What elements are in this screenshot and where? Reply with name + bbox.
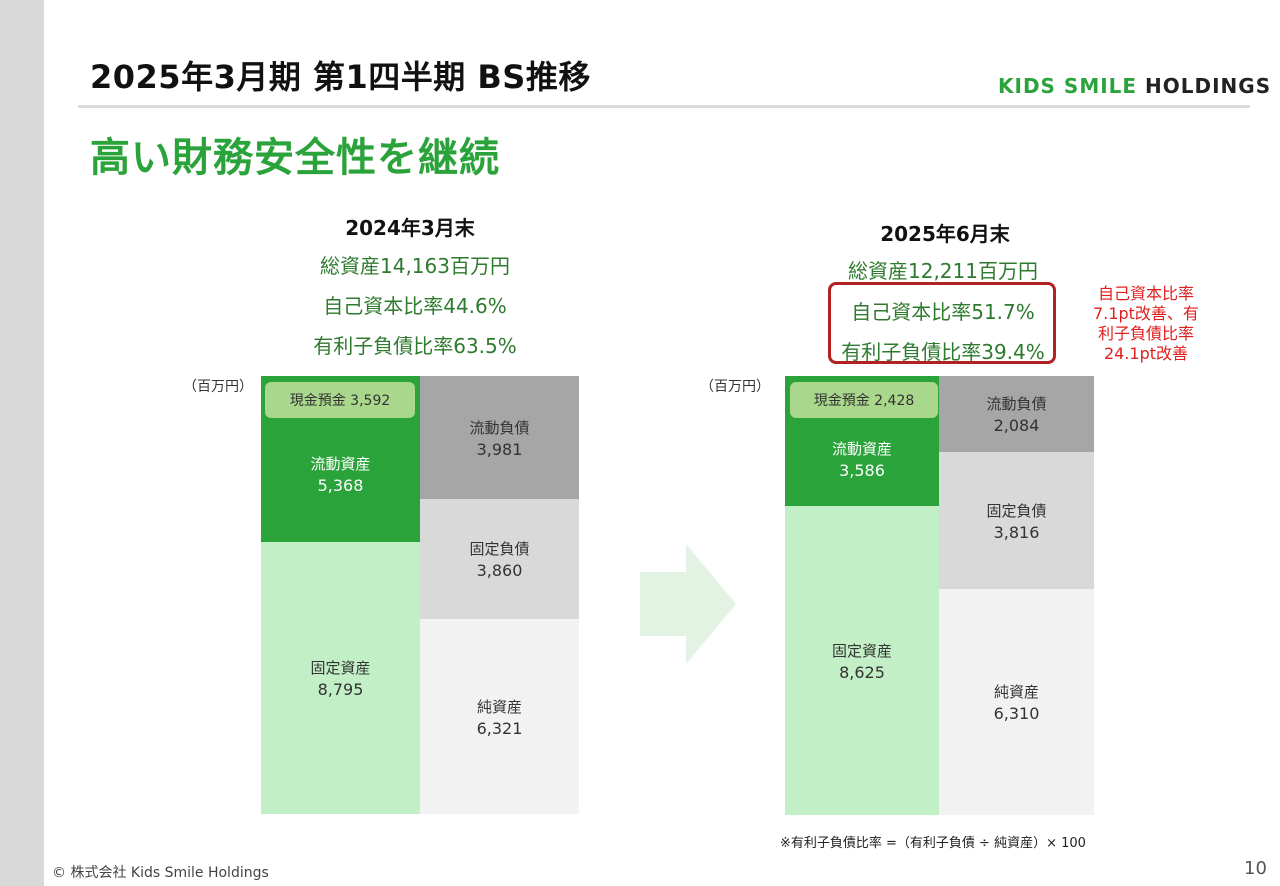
right-fixed-assets-label: 固定資産 [831,641,892,660]
right-fixed-liabilities-value: 3,816 [993,522,1040,542]
transition-arrow-icon [640,544,736,664]
ratio-highlight-box [828,282,1056,364]
left-current-assets-value: 5,368 [317,476,364,495]
left-current-liabilities: 流動負債 3,981 [420,376,579,499]
improvement-note: 自己資本比率 7.1pt改善、有 利子負債比率 24.1pt改善 [1080,284,1212,364]
improvement-note-line: 自己資本比率 [1097,284,1194,303]
left-current-assets-label: 流動資産 [310,455,371,473]
left-fixed-assets-value: 8,795 [317,680,364,699]
right-fixed-liabilities: 固定負債 3,816 [939,452,1094,589]
left-net-assets-value: 6,321 [476,718,523,738]
right-debt-ratio: 有利子負債比率39.4% [841,340,1045,364]
left-cash-pill: 現金預金 3,592 [265,382,415,418]
right-current-liabilities-value: 2,084 [993,416,1040,435]
left-total-assets: 総資産14,163百万円 [320,254,510,278]
side-stripe [0,0,44,886]
right-current-liabilities-label: 流動負債 [986,395,1047,413]
page-title: 2025年3月期 第1四半期 BS推移 [90,58,591,96]
company-logo: KIDS SMILE HOLDINGS [998,74,1271,98]
right-current-liabilities: 流動負債 2,084 [939,376,1094,452]
copyright: © 株式会社 Kids Smile Holdings [52,865,269,881]
right-unit: （百万円） [700,379,770,395]
left-current-liabilities-label: 流動負債 [469,418,530,437]
right-equity-ratio: 自己資本比率51.7% [851,300,1035,324]
left-period: 2024年3月末 [345,216,475,240]
right-fixed-assets-value: 8,625 [839,662,885,682]
left-fixed-liabilities-value: 3,860 [476,561,523,580]
left-fixed-liabilities-label: 固定負債 [469,540,530,558]
logo-secondary: HOLDINGS [1145,74,1272,98]
right-cash-pill: 現金預金 2,428 [790,382,938,418]
right-period: 2025年6月末 [880,222,1010,246]
left-unit: （百万円） [183,379,253,395]
header-divider [78,105,1250,108]
page-number: 10 [1244,858,1267,879]
improvement-note-line: 7.1pt改善、有 [1093,304,1199,323]
left-fixed-liabilities: 固定負債 3,860 [420,499,579,619]
left-fixed-assets: 固定資産 8,795 [261,542,420,814]
improvement-note-line: 24.1pt改善 [1103,344,1189,363]
right-total-assets: 総資産12,211百万円 [848,259,1038,283]
left-fixed-assets-label: 固定資産 [310,659,371,677]
headline: 高い財務安全性を継続 [90,135,500,181]
left-equity-ratio: 自己資本比率44.6% [323,294,507,318]
footnote: ※有利子負債比率 =（有利子負債 ÷ 純資産）× 100 [780,836,1086,851]
left-debt-ratio: 有利子負債比率63.5% [313,334,517,358]
logo-primary: KIDS SMILE [998,74,1138,98]
right-net-assets-label: 純資産 [993,683,1039,701]
right-net-assets: 純資産 6,310 [939,589,1094,815]
right-current-assets-value: 3,586 [839,461,885,480]
left-net-assets: 純資産 6,321 [420,619,579,814]
right-net-assets-value: 6,310 [993,704,1040,723]
improvement-note-line: 利子負債比率 [1097,324,1194,343]
left-current-liabilities-value: 3,981 [476,439,523,459]
right-fixed-assets: 固定資産 8,625 [785,506,939,815]
right-fixed-liabilities-label: 固定負債 [986,501,1047,520]
left-net-assets-label: 純資産 [476,697,522,716]
right-current-assets-label: 流動資産 [831,440,892,458]
